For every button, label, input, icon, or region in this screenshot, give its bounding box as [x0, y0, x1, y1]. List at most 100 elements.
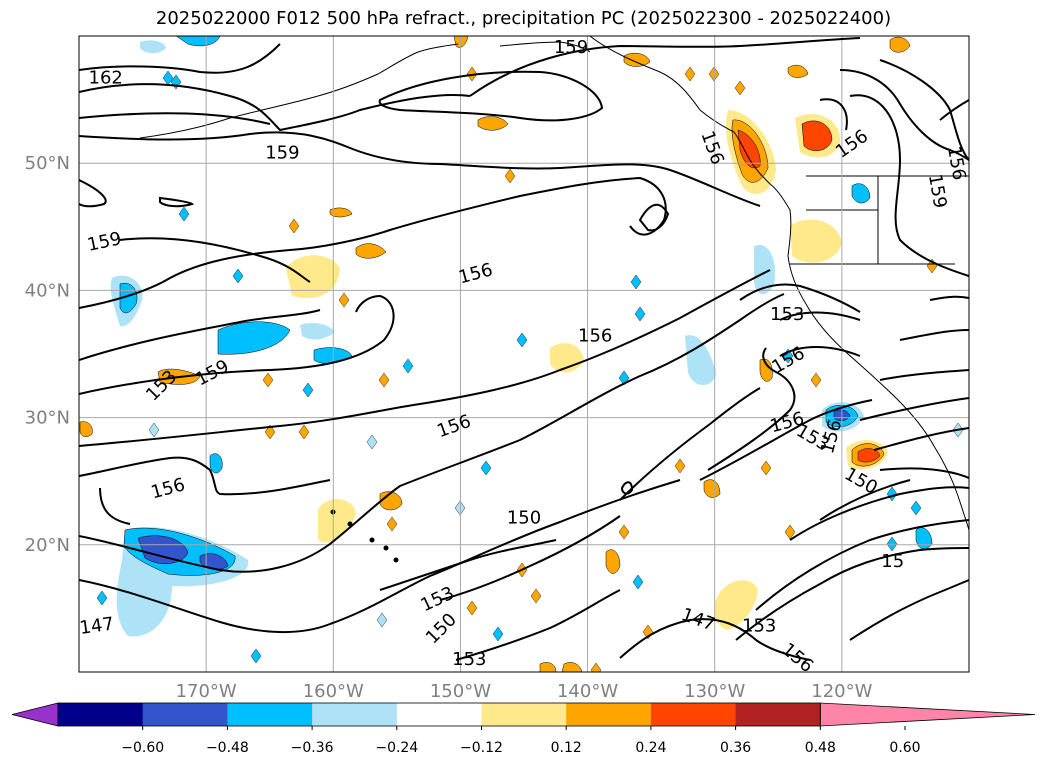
refractivity-contour	[455, 589, 621, 661]
refractivity-contour	[879, 467, 969, 479]
precip-area	[801, 120, 833, 152]
refractivity-contour-layer	[79, 37, 969, 661]
precip-area	[140, 40, 166, 54]
refractivity-contour	[378, 70, 604, 122]
refractivity-contour	[849, 579, 969, 641]
colorbar-label: 0.60	[889, 740, 920, 756]
precip-spot	[262, 372, 274, 388]
precip-area	[286, 255, 340, 299]
x-tick-label: 170°W	[176, 681, 237, 702]
precip-area	[787, 64, 809, 78]
y-tick-label: 30°N	[25, 408, 70, 429]
x-tick-label: 120°W	[811, 681, 872, 702]
colorbar-label: −0.60	[121, 740, 164, 756]
colorbar-extend-high	[819, 702, 1036, 727]
precip-area	[539, 662, 557, 672]
contour-label: 147	[78, 613, 115, 639]
refractivity-contour	[439, 515, 621, 601]
precip-spot	[466, 600, 478, 616]
refractivity-contour	[849, 94, 969, 277]
precip-spot	[96, 590, 108, 606]
island	[393, 557, 399, 563]
colorbar-label: 0.24	[635, 740, 666, 756]
colorbar-segment	[312, 703, 398, 726]
precip-spot	[674, 458, 686, 474]
refractivity-contour	[79, 176, 667, 309]
refractivity-contour	[899, 329, 969, 341]
chart-title: 2025022000 F012 500 hPa refract., precip…	[155, 8, 892, 29]
refractivity-contour	[779, 346, 861, 357]
x-tick-label: 150°W	[430, 681, 491, 702]
precip-spot	[298, 424, 310, 440]
refractivity-contour	[873, 427, 969, 451]
refractivity-contour	[79, 294, 395, 395]
precip-area	[79, 421, 93, 437]
colorbar-label: −0.12	[460, 740, 503, 756]
precip-spot	[378, 372, 390, 388]
contour-label: 153	[452, 649, 486, 670]
refractivity-contour	[929, 295, 969, 301]
gridlines	[79, 36, 969, 672]
refractivity-contour	[735, 547, 969, 641]
refractivity-contour	[79, 112, 271, 125]
coastline	[499, 41, 591, 53]
y-tick-label: 40°N	[25, 280, 70, 301]
colorbar-label: 0.12	[551, 740, 582, 756]
colorbar-frame	[57, 702, 821, 727]
precip-spot	[708, 66, 720, 82]
precip-spot	[148, 422, 160, 438]
contour-label: 162	[89, 67, 123, 88]
precip-spot	[492, 626, 504, 642]
precip-spot	[232, 268, 244, 284]
colorbar-segment	[566, 703, 652, 726]
precip-spot	[630, 274, 642, 290]
contour-label: 153	[770, 304, 804, 325]
island	[383, 545, 389, 551]
precip-area	[889, 36, 911, 53]
precip-spot	[302, 382, 314, 398]
refractivity-contour	[79, 293, 785, 573]
colorbar-label: −0.24	[375, 740, 418, 756]
precip-area	[477, 116, 509, 131]
precip-area	[703, 479, 721, 498]
colorbar: −0.60 −0.48 −0.36 −0.24 −0.12 0.12 0.24 0.36 0.4…	[11, 702, 1036, 756]
refractivity-contour	[707, 347, 796, 471]
contour-label: 156	[578, 326, 612, 347]
refractivity-contour	[939, 99, 969, 121]
x-axis: 170°W 160°W 150°W 140°W 130°W 120°W	[176, 681, 873, 702]
refractivity-contour	[879, 369, 969, 381]
precip-spot	[264, 424, 276, 440]
contour-label: 150	[507, 508, 541, 529]
precip-spot	[760, 460, 772, 476]
colorbar-label: −0.36	[291, 740, 334, 756]
precip-area	[605, 549, 621, 574]
precip-area	[217, 321, 291, 355]
colorbar-label: 0.48	[805, 740, 836, 756]
colorbar-label: 0.36	[720, 740, 751, 756]
precip-spot	[338, 292, 350, 308]
precip-spot	[618, 524, 630, 540]
precip-spot	[632, 574, 644, 590]
x-tick-label: 140°W	[557, 681, 618, 702]
refractivity-contour	[159, 196, 194, 208]
precip-area	[851, 183, 871, 204]
x-tick-label: 130°W	[684, 681, 745, 702]
colorbar-segment	[58, 703, 144, 726]
refractivity-contour	[79, 309, 321, 361]
precip-spot	[288, 218, 300, 234]
refractivity-contour	[859, 397, 969, 421]
refractivity-contour	[79, 456, 331, 496]
plot-frame	[78, 35, 970, 673]
precip-area	[685, 335, 716, 386]
colorbar-segment	[142, 703, 228, 726]
y-tick-label: 50°N	[25, 153, 70, 174]
refractivity-contour	[739, 283, 861, 313]
refractivity-contour	[879, 59, 969, 161]
refractivity-contour	[789, 486, 969, 541]
refractivity-contour	[79, 269, 771, 447]
contour-label: 159	[265, 143, 299, 164]
refractivity-contour	[119, 237, 311, 283]
colorbar-segment	[481, 703, 567, 726]
precip-spot	[684, 66, 696, 82]
precip-spot	[634, 306, 646, 322]
